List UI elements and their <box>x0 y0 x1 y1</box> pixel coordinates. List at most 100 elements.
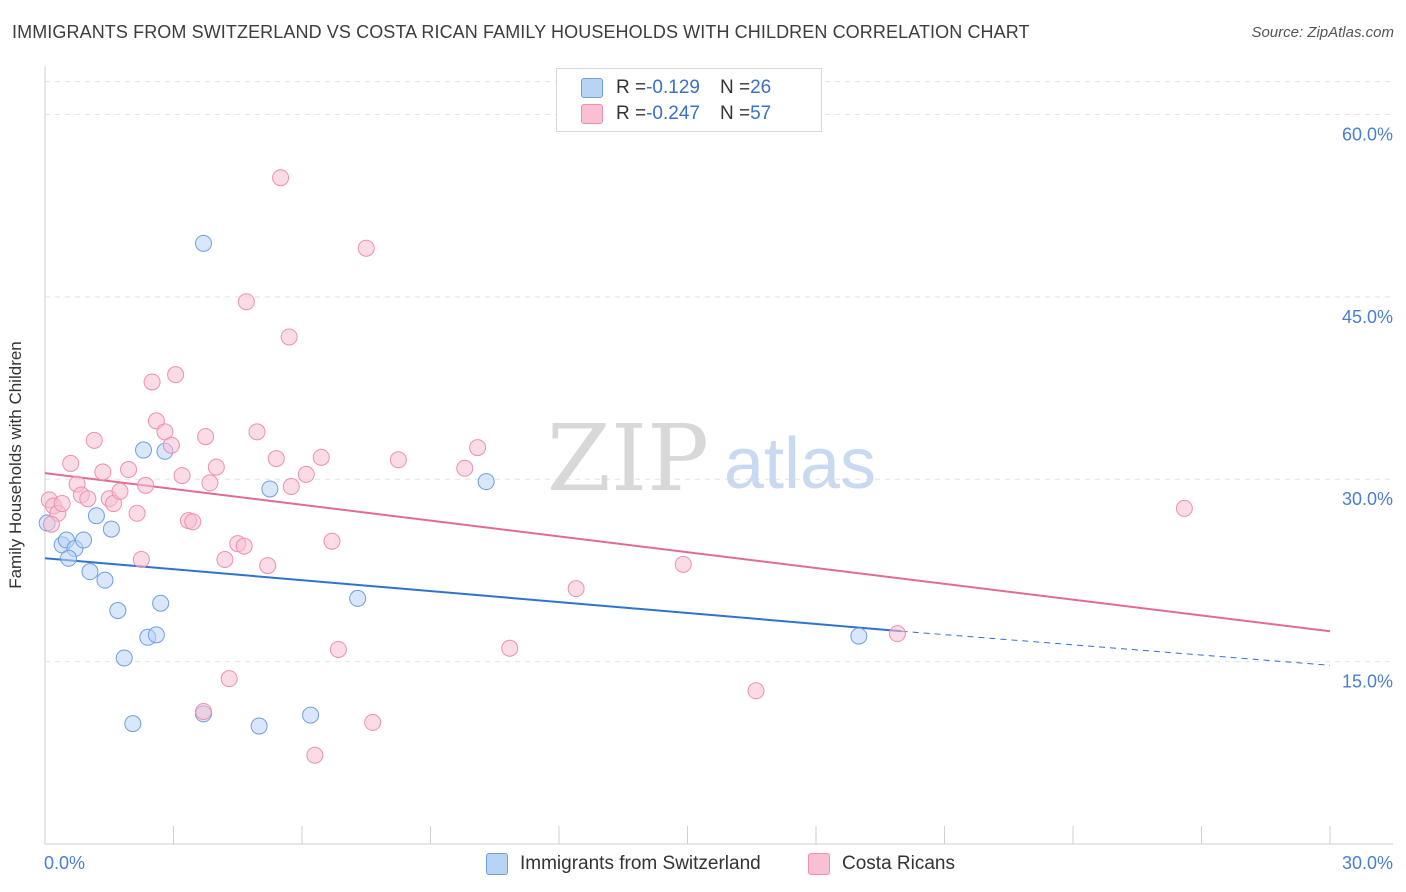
point-costa-ricans <box>364 713 382 731</box>
point-switzerland <box>109 602 127 620</box>
x-tick-label: 30.0% <box>1342 853 1393 873</box>
point-costa-ricans <box>143 373 161 391</box>
legend-r-value: -0.247 <box>646 103 700 124</box>
point-costa-ricans <box>235 537 253 555</box>
point-costa-ricans <box>132 550 150 568</box>
point-costa-ricans <box>357 239 375 257</box>
point-switzerland <box>87 507 105 525</box>
point-costa-ricans <box>306 746 324 764</box>
x-tick-label: 0.0% <box>44 853 85 873</box>
point-costa-ricans <box>220 670 238 688</box>
y-tick-label: 15.0% <box>1342 672 1393 692</box>
data-points <box>38 169 1193 764</box>
point-costa-ricans <box>207 458 225 476</box>
point-costa-ricans <box>674 555 692 573</box>
point-switzerland <box>135 441 153 459</box>
point-costa-ricans <box>312 448 330 466</box>
point-costa-ricans <box>567 580 585 598</box>
point-costa-ricans <box>137 476 155 494</box>
point-costa-ricans <box>237 293 255 311</box>
watermark-zip: ZIP <box>547 405 709 512</box>
point-costa-ricans <box>329 640 347 658</box>
point-switzerland <box>75 531 93 549</box>
point-switzerland <box>250 717 268 735</box>
point-switzerland <box>349 589 367 607</box>
point-costa-ricans <box>42 515 60 533</box>
legend-row-switzerland: R = -0.129 N = 26 <box>581 77 772 99</box>
y-tick-label: 60.0% <box>1342 124 1393 144</box>
point-switzerland <box>115 649 133 667</box>
legend-swatch-switzerland <box>486 853 508 875</box>
source-note: Source: ZipAtlas.com <box>1251 24 1394 41</box>
point-costa-ricans <box>94 463 112 481</box>
point-switzerland <box>102 520 120 538</box>
point-switzerland <box>477 473 495 491</box>
legend-r-label: R = <box>616 77 647 98</box>
point-costa-ricans <box>201 474 219 492</box>
legend-label-switzerland: Immigrants from Switzerland <box>520 853 761 874</box>
legend-row-costa-ricans: R = -0.247 N = 57 <box>581 103 772 125</box>
tick-labels: 15.0% 30.0% 45.0% 60.0% 0.0% 30.0% <box>44 124 1393 873</box>
point-costa-ricans <box>85 431 103 449</box>
legend-swatch-costa-ricans <box>581 104 603 124</box>
point-costa-ricans <box>194 702 212 720</box>
y-tick-label: 30.0% <box>1342 489 1393 509</box>
point-switzerland <box>194 234 212 252</box>
legend-r-label: R = <box>616 103 647 124</box>
legend-swatch-switzerland <box>581 78 603 98</box>
point-costa-ricans <box>167 366 185 384</box>
y-tick-label: 45.0% <box>1342 307 1393 327</box>
point-costa-ricans <box>216 550 234 568</box>
legend-label-costa-ricans: Costa Ricans <box>842 853 955 874</box>
point-switzerland <box>152 594 170 612</box>
point-switzerland <box>261 480 279 498</box>
legend-item-costa-ricans[interactable]: Costa Ricans <box>808 852 955 876</box>
legend-n-value: 57 <box>750 103 772 124</box>
watermark-atlas: atlas <box>724 424 876 504</box>
point-switzerland <box>147 626 165 644</box>
point-costa-ricans <box>162 436 180 454</box>
point-costa-ricans <box>456 459 474 477</box>
chart-title: IMMIGRANTS FROM SWITZERLAND VS COSTA RIC… <box>12 22 1030 42</box>
point-costa-ricans <box>1175 499 1193 517</box>
trendline-switzerland-extension <box>901 630 1331 666</box>
point-costa-ricans <box>120 461 138 479</box>
point-switzerland <box>60 549 78 567</box>
point-switzerland <box>81 563 99 581</box>
point-costa-ricans <box>389 451 407 469</box>
point-costa-ricans <box>280 328 298 346</box>
point-costa-ricans <box>79 490 97 508</box>
legend-n-value: 26 <box>750 77 772 98</box>
point-costa-ricans <box>259 557 277 575</box>
legend-n-label: N = <box>719 103 751 124</box>
point-costa-ricans <box>469 439 487 457</box>
point-costa-ricans <box>111 482 129 500</box>
legend-swatch-costa-ricans <box>808 853 830 875</box>
point-costa-ricans <box>297 465 315 483</box>
point-costa-ricans <box>184 513 202 531</box>
stats-legend: R = -0.129 N = 26 R = -0.247 N = 57 <box>556 68 822 132</box>
point-costa-ricans <box>62 454 80 472</box>
point-costa-ricans <box>267 450 285 468</box>
watermark: ZIP atlas <box>547 405 876 512</box>
point-costa-ricans <box>173 467 191 485</box>
point-costa-ricans <box>53 495 71 513</box>
point-switzerland <box>302 706 320 724</box>
trend-lines <box>44 472 1331 666</box>
point-costa-ricans <box>501 639 519 657</box>
point-switzerland <box>850 627 868 645</box>
point-costa-ricans <box>197 428 215 446</box>
legend-item-switzerland[interactable]: Immigrants from Switzerland <box>486 852 761 876</box>
trendline-costa-ricans <box>44 472 1331 633</box>
legend-r-value: -0.129 <box>646 77 700 98</box>
point-costa-ricans <box>747 682 765 700</box>
point-costa-ricans <box>248 423 266 441</box>
axes <box>44 66 1393 845</box>
legend-n-label: N = <box>719 77 751 98</box>
point-costa-ricans <box>323 532 341 550</box>
trendline-switzerland <box>44 557 902 633</box>
point-costa-ricans <box>128 504 146 522</box>
point-costa-ricans <box>888 625 906 643</box>
point-costa-ricans <box>272 169 290 187</box>
